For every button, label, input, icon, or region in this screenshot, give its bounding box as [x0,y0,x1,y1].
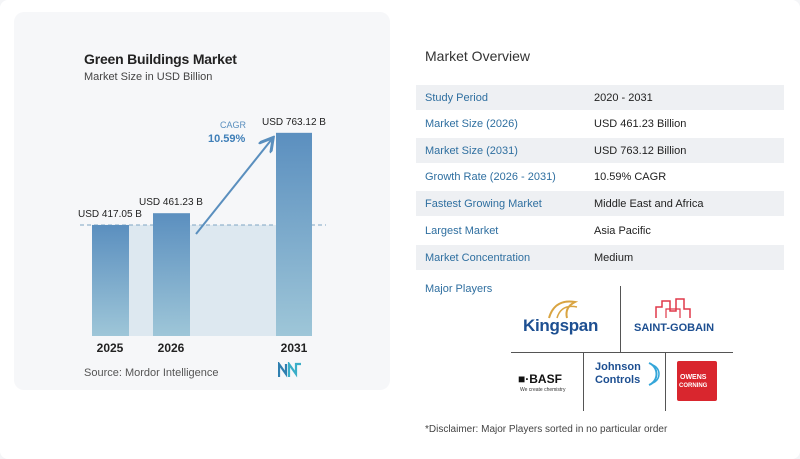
disclaimer-text: *Disclaimer: Major Players sorted in no … [425,424,668,435]
grid-divider [620,286,621,352]
owens-corning-logo: OWENS CORNING [677,361,717,401]
saint-gobain-emblem-icon [655,298,691,318]
bar-value-label: USD 461.23 B [139,197,203,208]
bar-value-label: USD 763.12 B [262,117,326,128]
x-tick-label: 2026 [158,341,185,355]
grid-divider [511,352,733,353]
grid-divider [583,353,584,411]
cagr-label: CAGR [220,120,247,130]
overview-value: USD 763.12 Billion [594,144,687,157]
johnson-controls-line1: Johnson [595,361,641,373]
overview-value: Middle East and Africa [594,197,704,210]
source-text: Source: Mordor Intelligence [84,367,219,379]
overview-row: Study Period 2020 - 2031 [416,85,784,110]
market-overview-title: Market Overview [425,48,531,64]
overview-row: Largest Market Asia Pacific [416,218,784,243]
overview-row: Market Size (2026) USD 461.23 Billion [416,111,784,136]
x-tick-label: 2025 [97,341,124,355]
overview-row: Market Size (2031) USD 763.12 Billion [416,138,784,163]
chart-subtitle: Market Size in USD Billion [84,71,213,83]
overview-value: USD 461.23 Billion [594,117,687,130]
saint-gobain-wordmark: SAINT-GOBAIN [634,322,715,334]
overview-value: 10.59% CAGR [594,170,667,183]
owens-corning-line1: OWENS [680,374,707,381]
major-players-title: Major Players [425,283,493,295]
johnson-controls-emblem-icon [648,362,660,386]
owens-corning-line2: CORNING [679,383,708,389]
overview-row: Market Concentration Medium [416,245,784,270]
kingspan-logo: Kingspan [523,298,613,340]
johnson-controls-logo: Johnson Controls [591,359,663,395]
bar [92,224,129,336]
basf-logo: ■·BASF We create chemistry [518,372,580,396]
overview-label: Largest Market [425,224,499,237]
overview-label: Fastest Growing Market [425,197,542,210]
basf-tagline: We create chemistry [520,387,566,393]
johnson-controls-line2: Controls [595,374,641,386]
bar-value-label: USD 417.05 B [78,209,142,220]
bar [276,132,312,336]
saint-gobain-logo: SAINT-GOBAIN [634,297,720,339]
grid-divider [665,353,666,411]
bar [153,213,190,336]
overview-label: Growth Rate (2026 - 2031) [425,170,556,183]
chart-title: Green Buildings Market [84,51,237,67]
kingspan-wordmark: Kingspan [523,316,599,335]
kingspan-emblem-icon [548,300,579,319]
basf-wordmark: ■·BASF [518,372,562,386]
cagr-arrow [195,139,272,235]
cagr-value: 10.59% [208,133,246,145]
chart-canvas: USD 417.05 B 2025 USD 461.23 B 2026 USD 763.… [78,117,326,355]
overview-row: Growth Rate (2026 - 2031) 10.59% CAGR [416,164,784,189]
overview-row: Fastest Growing Market Middle East and A… [416,191,784,216]
overview-label: Market Concentration [425,251,531,264]
overview-label: Market Size (2026) [425,117,518,130]
overview-value: Medium [594,251,634,264]
overview-value: Asia Pacific [594,224,651,237]
overview-value: 2020 - 2031 [594,91,653,104]
overview-label: Study Period [425,91,488,104]
x-tick-label: 2031 [281,341,308,355]
mordor-logo-icon [278,362,301,378]
overview-label: Market Size (2031) [425,144,518,157]
